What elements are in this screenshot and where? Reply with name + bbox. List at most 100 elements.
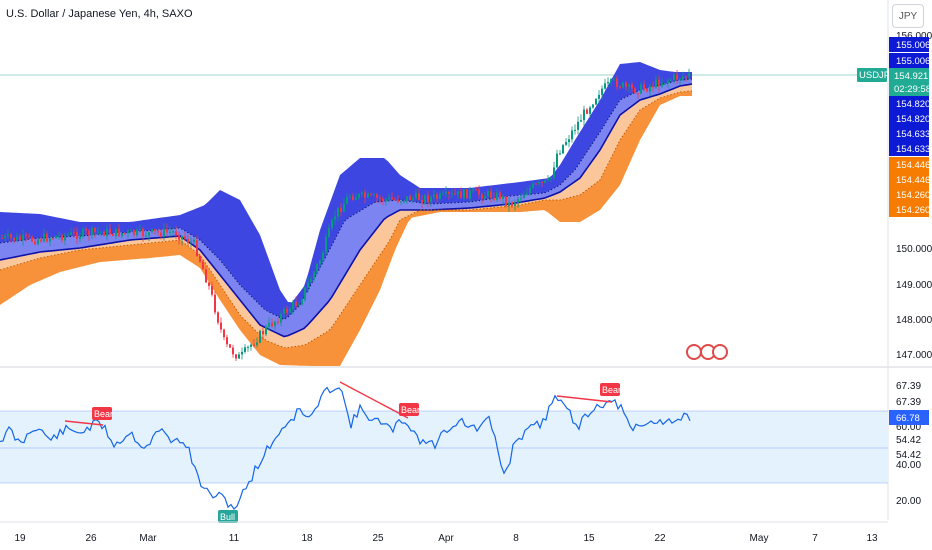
candle-body (544, 180, 546, 183)
candle-body (463, 189, 465, 199)
candle-body (667, 80, 669, 84)
mid-upper-band-fill (0, 79, 692, 337)
rsi-tick: 67.39 (896, 397, 921, 408)
candle-body (238, 354, 240, 359)
candle-body (151, 229, 153, 232)
band-price-label (889, 126, 929, 141)
candle-body (514, 202, 516, 206)
candle-body (211, 285, 213, 295)
candle-body (610, 79, 612, 83)
candle-body (34, 241, 36, 245)
candle-body (649, 86, 651, 92)
symbol-tag (857, 68, 887, 82)
time-tick: 7 (812, 533, 818, 544)
candle-body (67, 234, 69, 236)
symbol-tag-text: USDJPY (859, 70, 897, 81)
band-price-label (889, 157, 929, 172)
candle-body (661, 83, 663, 87)
time-tick: 26 (85, 533, 97, 544)
candle-body (160, 232, 162, 237)
candle-body (538, 182, 540, 184)
candle-body (472, 189, 474, 191)
candle-body (646, 88, 648, 92)
candle-body (388, 197, 390, 200)
candle-body (673, 74, 675, 80)
candle-body (265, 326, 267, 335)
candle-body (613, 78, 615, 80)
rsi-current-text: 66.78 (896, 413, 920, 424)
candle-body (247, 346, 249, 348)
candle-body (136, 229, 138, 235)
price-tick: 149.000 (896, 280, 932, 291)
band-price-label-text: 154.633 (896, 144, 930, 155)
candle-body (226, 337, 228, 345)
candle-body (439, 193, 441, 199)
candle-body (283, 309, 285, 314)
candle-body (415, 193, 417, 198)
candle-body (4, 235, 6, 239)
candle-body (565, 142, 567, 145)
currency-button[interactable]: JPY (892, 4, 924, 28)
basis-line (0, 83, 693, 338)
candle-body (550, 177, 552, 179)
rsi-pane: Bear Bear Bear Bull (0, 381, 888, 523)
candle-body (223, 329, 225, 338)
candle-body (142, 229, 144, 237)
candle-body (184, 236, 186, 240)
candle-body (256, 342, 258, 346)
candle-body (274, 321, 276, 327)
candle-body (325, 237, 327, 253)
candle-body (583, 109, 585, 121)
candle-body (118, 228, 120, 237)
price-tick: 156.000 (896, 31, 932, 42)
candle-body (187, 239, 189, 243)
candle-body (178, 235, 180, 240)
candle-body (547, 178, 549, 181)
candle-body (670, 79, 672, 81)
band-price-label (889, 53, 929, 68)
candle-body (493, 197, 495, 201)
candle-body (556, 153, 558, 168)
candle-body (79, 236, 81, 239)
candle-body (193, 239, 195, 242)
candle-body (541, 182, 543, 183)
candle-body (97, 231, 99, 233)
candle-body (121, 233, 123, 237)
candle-body (310, 279, 312, 283)
candle-body (85, 228, 87, 231)
candle-body (508, 202, 510, 206)
candle-body (103, 231, 105, 237)
us-flag-icon[interactable] (686, 344, 702, 360)
candle-body (304, 287, 306, 300)
band-price-label (889, 96, 929, 111)
event-flags[interactable] (686, 344, 728, 360)
candle-body (205, 269, 207, 283)
candle-body (355, 197, 357, 200)
candle-body (124, 233, 126, 234)
candle-body (487, 191, 489, 197)
japan-flag-icon[interactable] (712, 344, 728, 360)
candle-body (10, 234, 12, 238)
candle-body (133, 229, 135, 235)
countdown-text: 02:29:58 (894, 84, 931, 95)
candle-body (154, 229, 156, 232)
candle-body (475, 189, 477, 191)
band-price-label-text: 154.446 (896, 175, 930, 186)
candle-body (25, 235, 27, 236)
candle-body (31, 236, 33, 242)
candle-body (406, 196, 408, 202)
candle-body (130, 229, 132, 231)
candle-body (334, 216, 336, 220)
candle-body (91, 227, 93, 236)
candle-body (622, 82, 624, 88)
candle-body (370, 193, 372, 195)
candle-body (532, 183, 534, 188)
candle-body (523, 195, 525, 199)
candle-body (604, 83, 606, 89)
candle-body (460, 191, 462, 199)
candle-body (115, 228, 117, 236)
candle-body (292, 302, 294, 310)
candle-body (364, 192, 366, 198)
band-price-label (889, 141, 929, 156)
